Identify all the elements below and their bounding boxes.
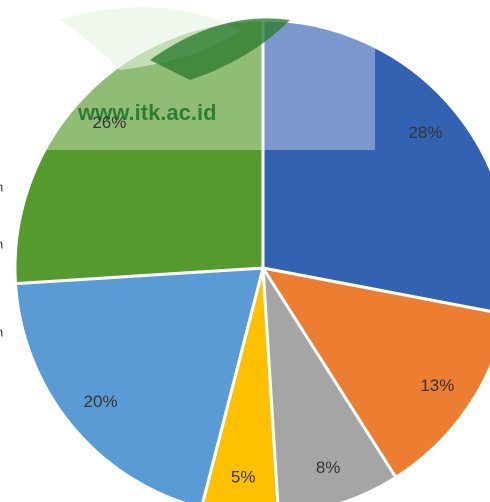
watermark-leaf (60, 7, 240, 70)
watermark-leaf (150, 18, 290, 80)
data-label: 20% (84, 392, 118, 411)
data-label: 26% (92, 113, 126, 132)
watermark-text: www.itk.ac.id (77, 100, 217, 125)
legend-fragment: n (0, 179, 3, 194)
pie-slice (201, 267, 280, 502)
pie-slice (13, 266, 265, 502)
pie (13, 18, 490, 502)
data-label: 13% (420, 376, 454, 395)
pie-slice (259, 265, 490, 480)
pie-slice (261, 267, 398, 502)
data-label: 5% (231, 467, 256, 486)
legend-fragment: n (0, 236, 3, 251)
pie-slice (261, 18, 490, 313)
data-label: 8% (316, 458, 341, 477)
data-label: 28% (408, 123, 442, 142)
legend-fragment: n (0, 324, 3, 339)
watermark-band (40, 0, 375, 150)
